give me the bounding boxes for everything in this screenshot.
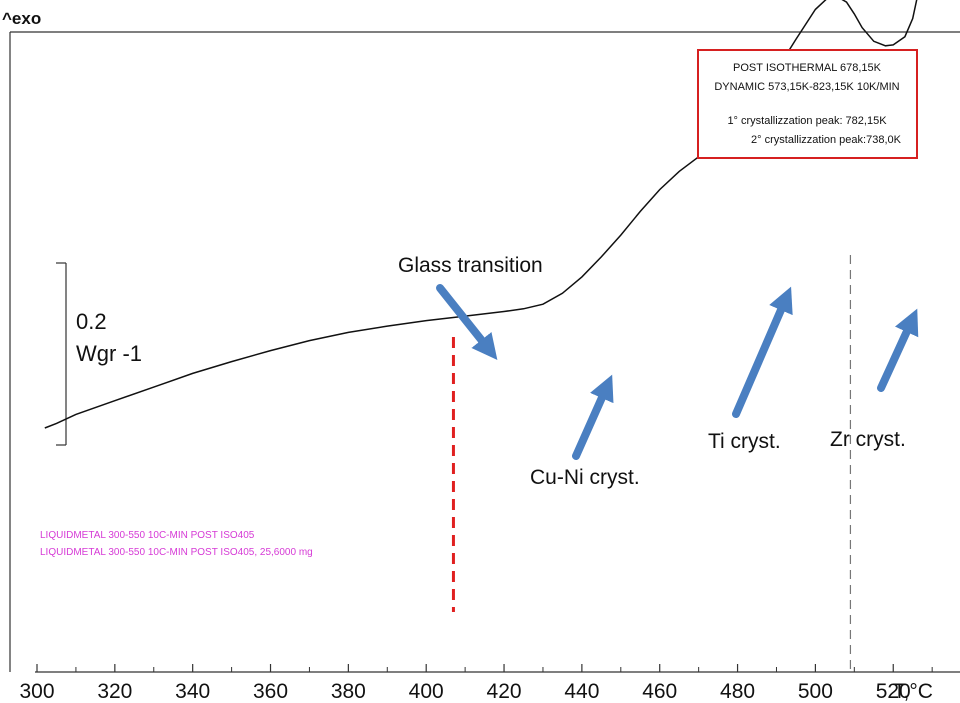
info-box-line-1: POST ISOTHERMAL 678,15K: [733, 62, 882, 74]
x-axis-label: T,°C: [893, 680, 933, 703]
x-tick-label: 340: [175, 680, 210, 703]
y-axis-label: ^exo: [2, 9, 41, 28]
label-zr: Zr cryst.: [830, 428, 906, 451]
x-tick-label: 500: [798, 680, 833, 703]
x-tick-label: 520: [876, 680, 911, 703]
arrow-glass-transition: [436, 284, 498, 361]
arrow-ti: [732, 286, 793, 418]
x-tick-label: 420: [487, 680, 522, 703]
scale-bar-unit: Wgr -1: [76, 341, 142, 366]
x-tick-label: 440: [564, 680, 599, 703]
x-ticks: 300 320 340 360 380 400 420 440 460 480 500 520: [19, 664, 933, 703]
arrow-cu-ni: [572, 374, 614, 460]
info-box-line-3: 1° crystallizzation peak: 782,15K: [727, 115, 887, 127]
scale-bar: 0.2 Wgr -1: [56, 262, 142, 446]
x-tick-label: 320: [97, 680, 132, 703]
legend-line-2: LIQUIDMETAL 300-550 10C-MIN POST ISO405,…: [40, 547, 313, 558]
info-box-border: [697, 49, 918, 159]
legend: LIQUIDMETAL 300-550 10C-MIN POST ISO405 …: [40, 530, 313, 558]
annotation-arrows: [436, 284, 919, 460]
x-tick-label: 460: [642, 680, 677, 703]
x-tick-label: 480: [720, 680, 755, 703]
info-box-line-2: DYNAMIC 573,15K-823,15K 10K/MIN: [714, 81, 899, 93]
x-tick-label: 380: [331, 680, 366, 703]
info-box: POST ISOTHERMAL 678,15K DYNAMIC 573,15K-…: [697, 49, 918, 159]
label-ti: Ti cryst.: [708, 430, 781, 453]
scale-bar-value: 0.2: [76, 309, 107, 334]
info-box-line-4: 2° crystallizzation peak:738,0K: [751, 134, 902, 146]
dsc-curve: [44, 0, 918, 429]
x-tick-label: 400: [409, 680, 444, 703]
x-tick-label: 300: [19, 680, 54, 703]
arrow-zr: [877, 308, 919, 392]
legend-line-1: LIQUIDMETAL 300-550 10C-MIN POST ISO405: [40, 530, 255, 541]
label-cu-ni: Cu-Ni cryst.: [530, 466, 640, 489]
x-tick-label: 360: [253, 680, 288, 703]
label-glass-transition: Glass transition: [398, 254, 543, 277]
